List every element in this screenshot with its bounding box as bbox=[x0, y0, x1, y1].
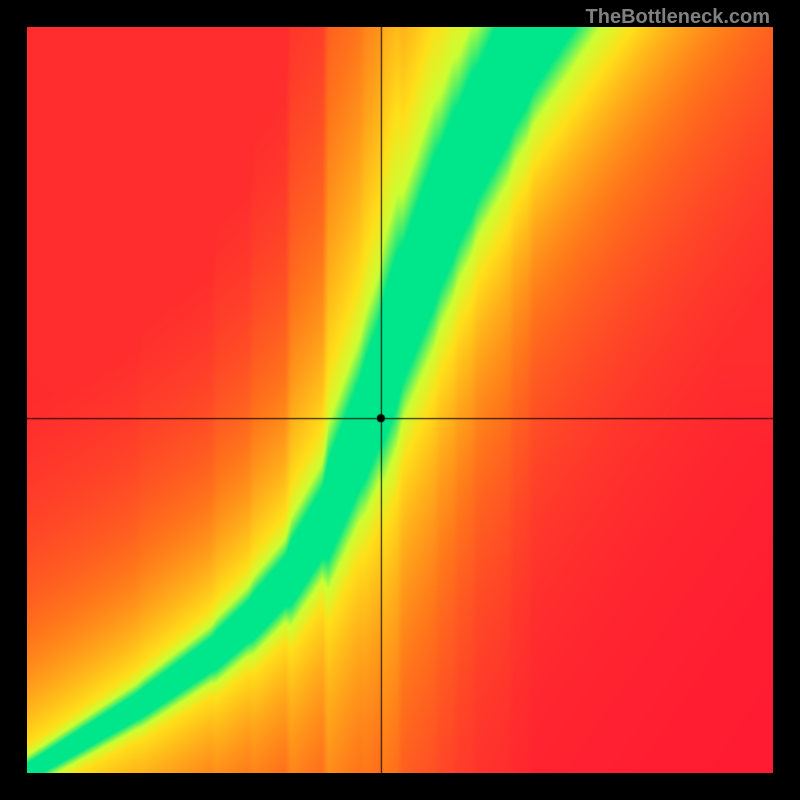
heatmap-canvas bbox=[27, 27, 773, 773]
plot-area bbox=[27, 27, 773, 773]
chart-container: TheBottleneck.com bbox=[0, 0, 800, 800]
watermark-text: TheBottleneck.com bbox=[586, 6, 770, 29]
